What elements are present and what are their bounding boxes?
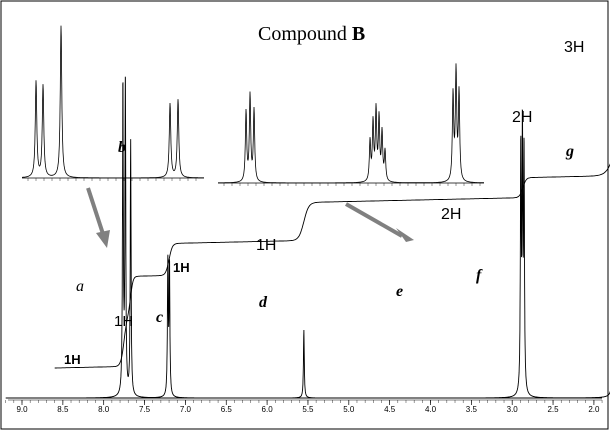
integration-label-3: 1H <box>173 260 190 275</box>
integration-label-2: 1H <box>114 313 133 330</box>
integration-label-5: 2H <box>441 206 461 223</box>
arrow-aromatic <box>86 187 106 238</box>
x-tick-label: 3.5 <box>466 405 478 414</box>
x-tick-label: 6.5 <box>221 405 233 414</box>
inset-aliphatic-ticks <box>223 183 481 186</box>
inset-aromatic-ticks <box>27 178 197 181</box>
integration-label-1: 1H <box>64 352 81 367</box>
arrow-aliphatic-head <box>396 228 414 242</box>
x-tick-label: 8.5 <box>57 405 69 414</box>
x-tick-label: 4.5 <box>384 405 396 414</box>
x-tick-label: 4.0 <box>425 405 437 414</box>
x-tick-label: 5.5 <box>302 405 314 414</box>
integration-label-6: 2H <box>512 109 532 126</box>
x-tick-label: 7.5 <box>139 405 151 414</box>
x-tick-label: 2.0 <box>588 405 600 414</box>
inset-aliphatic-trace <box>218 63 484 184</box>
x-tick-label: 7.0 <box>180 405 192 414</box>
integration-label-4: 1H <box>256 237 276 254</box>
x-tick-label: 9.0 <box>16 405 28 414</box>
x-tick-label: 5.0 <box>343 405 355 414</box>
peak-label-f: f <box>476 267 483 284</box>
integral-curve <box>54 163 610 369</box>
inset-arrows <box>86 187 414 248</box>
arrow-aliphatic <box>345 202 403 238</box>
x-axis-tick-labels: 9.0 8.5 8.0 7.5 7.0 6.5 6.0 5.5 5.0 4.5 4.0 3.5 3.0 2… <box>16 405 600 414</box>
x-tick-label: 8.0 <box>98 405 110 414</box>
x-tick-label: 6.0 <box>262 405 274 414</box>
peak-label-e: e <box>396 283 403 300</box>
inset-aromatic <box>22 25 204 181</box>
x-axis-major-ticks <box>21 400 595 405</box>
arrow-aromatic-head <box>96 230 110 248</box>
peak-label-a: a <box>76 278 84 295</box>
spectrum-trace <box>5 76 610 399</box>
peak-label-d: d <box>259 294 268 311</box>
x-tick-label: 3.0 <box>507 405 519 414</box>
x-tick-label: 2.5 <box>547 405 559 414</box>
peak-label-c: c <box>156 309 163 326</box>
peak-label-g: g <box>565 143 574 160</box>
chart-title: Compound B <box>258 23 365 45</box>
inset-aliphatic <box>218 63 484 186</box>
integration-label-7: 3H <box>564 39 584 56</box>
inset-aromatic-trace <box>22 25 204 179</box>
peak-label-b: b <box>118 139 126 156</box>
